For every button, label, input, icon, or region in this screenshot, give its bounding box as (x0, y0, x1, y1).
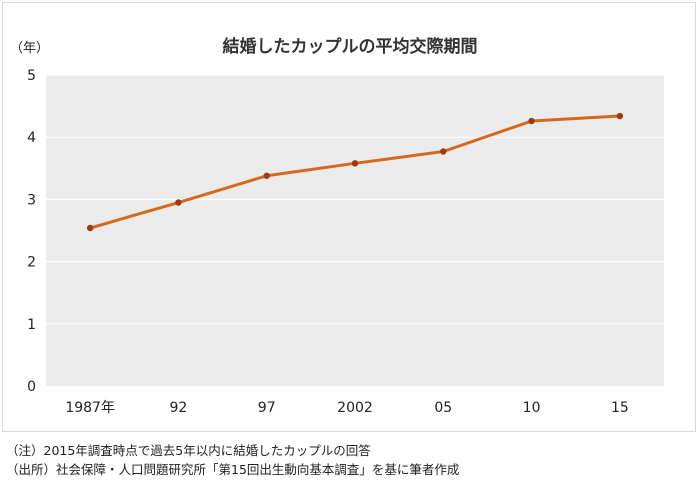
y-tick-label: 5 (27, 68, 36, 84)
data-point (86, 224, 94, 232)
data-point (175, 199, 182, 206)
note-source: （出所）社会保障・人口問題研究所「第15回出生動向基本調査」を基に筆者作成 (6, 462, 460, 477)
y-tick-label: 1 (27, 317, 36, 333)
line-chart: 結婚したカップルの平均交際期間 （年） 0 1 2 3 4 5 1987年 92 97 2002… (10, 36, 664, 416)
data-point (616, 112, 624, 120)
y-tick-label: 2 (27, 255, 36, 271)
y-axis-unit-label: （年） (10, 41, 49, 56)
chart-notes: （注）2015年調査時点で過去5年以内に結婚したカップルの回答 （出所）社会保障… (6, 441, 696, 479)
x-tick-label: 2002 (337, 400, 373, 416)
gridlines (46, 74, 664, 325)
plot-area (46, 75, 664, 386)
data-point (351, 160, 359, 167)
x-tick-label: 05 (434, 400, 452, 416)
x-tick-label: 10 (523, 400, 541, 416)
y-tick-label: 3 (27, 192, 36, 208)
data-point (263, 172, 270, 179)
data-point (528, 117, 535, 125)
y-tick-label: 4 (27, 130, 36, 146)
data-points (86, 112, 624, 232)
y-tick-label: 0 (27, 379, 36, 395)
x-axis-ticks: 1987年 92 97 2002 05 10 15 (65, 400, 628, 416)
x-tick-label: 97 (258, 400, 276, 416)
note-annotation: （注）2015年調査時点で過去5年以内に結婚したカップルの回答 (6, 443, 371, 458)
x-tick-label: 92 (170, 400, 188, 416)
chart-title: 結婚したカップルの平均交際期間 (223, 36, 478, 57)
y-axis-ticks: 0 1 2 3 4 5 (27, 68, 36, 395)
x-tick-label: 15 (611, 400, 629, 416)
data-point (440, 148, 447, 155)
x-tick-label: 1987年 (65, 400, 115, 416)
